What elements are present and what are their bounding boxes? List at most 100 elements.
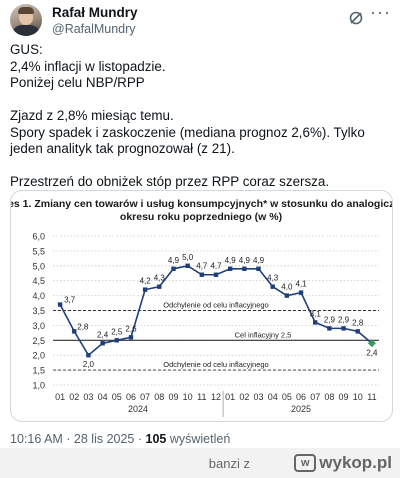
data-label: 4,3 (267, 274, 279, 283)
grok-icon[interactable] (348, 10, 364, 26)
data-point-marker (256, 266, 261, 271)
data-point-marker (213, 272, 219, 277)
view-count: 105 (145, 432, 167, 446)
reference-line-label: Cel inflacyjny 2,5 (235, 330, 292, 339)
x-tick-label: 06 (296, 392, 306, 402)
x-tick-label: 04 (268, 392, 278, 402)
data-label: 4,9 (253, 256, 265, 265)
chart-image[interactable]: Wykres 1. Zmiany cen towarów i usług kon… (10, 190, 393, 422)
tweet-line: GUS: (10, 42, 43, 57)
data-point-marker (157, 284, 162, 289)
inflation-chart: Wykres 1. Zmiany cen towarów i usług kon… (11, 198, 392, 417)
data-point-marker (185, 263, 190, 268)
y-tick-label: 6,0 (32, 232, 45, 242)
data-label: 4,3 (154, 274, 166, 283)
data-label: 2,8 (77, 322, 89, 331)
x-tick-label: 02 (69, 392, 79, 402)
data-label: 4,9 (225, 256, 237, 265)
data-point-marker (284, 293, 290, 298)
x-tick-label: 09 (339, 392, 349, 402)
x-tick-label: 04 (98, 392, 108, 402)
data-point-marker (57, 302, 63, 307)
data-label: 4,2 (140, 277, 152, 286)
y-tick-label: 4,5 (32, 276, 45, 286)
y-tick-label: 5,0 (32, 261, 45, 271)
tweet-line: Przestrzeń do obniżek stóp przez RPP cor… (10, 174, 330, 189)
tweet-line: Poniżej celu NBP/RPP (10, 75, 145, 90)
data-point-marker (367, 339, 376, 348)
tweet-line: Spory spadek i zaskoczenie (mediana prog… (10, 124, 365, 157)
tweet-line: 2,4% inflacji w listopadzie. (10, 58, 166, 74)
y-tick-label: 2,5 (32, 336, 45, 346)
x-tick-label: 03 (254, 392, 264, 402)
tweet-header: Rafał Mundry @RafalMundry ··· (10, 2, 391, 40)
x-tick-label: 02 (239, 392, 249, 402)
x-tick-label: 06 (126, 392, 136, 402)
data-point-marker (242, 266, 247, 271)
x-tick-label: 11 (367, 392, 376, 402)
tweet-timestamp[interactable]: 10:16 AM · 28 lis 2025 · (10, 432, 146, 446)
x-tick-label: 11 (197, 392, 206, 402)
data-point-marker (142, 287, 148, 292)
data-label: 2,0 (83, 360, 95, 369)
y-tick-label: 2,0 (32, 351, 45, 361)
data-point-marker (72, 329, 77, 334)
data-label: 2,9 (338, 315, 350, 324)
data-label: 2,5 (111, 327, 123, 336)
data-label: 2,4 (97, 330, 109, 339)
x-tick-label: 10 (353, 392, 363, 402)
x-tick-label: 05 (112, 392, 122, 402)
data-label: 2,6 (125, 324, 137, 333)
x-tick-label: 01 (55, 392, 65, 402)
data-point-marker (100, 341, 105, 346)
more-options-icon[interactable]: ··· (370, 2, 391, 22)
data-point-marker (313, 320, 318, 325)
x-tick-label: 07 (140, 392, 150, 402)
y-tick-label: 1,5 (32, 366, 45, 376)
y-tick-label: 3,5 (32, 306, 45, 316)
wykop-logo: w wykop.pl (294, 452, 392, 474)
y-tick-label: 5,5 (32, 246, 45, 256)
data-label: 5,0 (182, 253, 194, 262)
data-point-marker (341, 326, 346, 331)
x-tick-label: 03 (83, 392, 93, 402)
data-label: 3,1 (310, 309, 322, 318)
author-handle[interactable]: @RafalMundry (52, 22, 136, 36)
reference-line-label: Odchylenie od celu inflacyjnego (163, 360, 268, 369)
data-point-marker (114, 338, 119, 343)
avatar[interactable] (10, 4, 42, 36)
y-tick-label: 3,0 (32, 321, 45, 331)
x-tick-label: 10 (183, 392, 193, 402)
x-tick-label: 08 (154, 392, 164, 402)
year-label: 2025 (291, 404, 311, 414)
wykop-logo-text: wykop.pl (319, 453, 392, 472)
x-tick-label: 12 (211, 392, 221, 402)
x-tick-label: 05 (282, 392, 292, 402)
y-tick-label: 1,0 (32, 381, 45, 391)
data-point-marker (327, 326, 332, 331)
data-label: 3,7 (64, 296, 76, 305)
chart-title-line-1: Wykres 1. Zmiany cen towarów i usług kon… (11, 198, 392, 210)
data-label: 4,9 (168, 256, 180, 265)
data-label: 2,8 (352, 318, 364, 327)
author-name[interactable]: Rafał Mundry (52, 5, 138, 20)
data-label: 2,9 (324, 315, 336, 324)
data-point-marker (355, 329, 360, 334)
data-point-marker (128, 335, 134, 340)
reference-line-label: Odchylenie od celu inflacyjnego (163, 301, 268, 310)
y-tick-label: 4,0 (32, 291, 45, 301)
chart-title-line-2: okresu roku poprzedniego (w %) (120, 211, 282, 223)
data-point-marker (227, 266, 233, 271)
data-label: 2,4 (366, 348, 378, 357)
data-point-marker (270, 284, 275, 289)
year-label: 2024 (128, 404, 148, 414)
data-label: 4,7 (210, 262, 222, 271)
x-tick-label: 01 (225, 392, 235, 402)
tweet-meta: 10:16 AM · 28 lis 2025 · 105 wyświetleń (10, 432, 230, 446)
watermark-user: banzi z (208, 456, 250, 471)
data-label: 4,9 (239, 256, 251, 265)
data-label: 4,0 (281, 283, 293, 292)
data-point-marker (86, 353, 91, 358)
data-point-marker (199, 272, 205, 277)
tweet-line: Zjazd z 2,8% miesiąc temu. (10, 108, 174, 123)
